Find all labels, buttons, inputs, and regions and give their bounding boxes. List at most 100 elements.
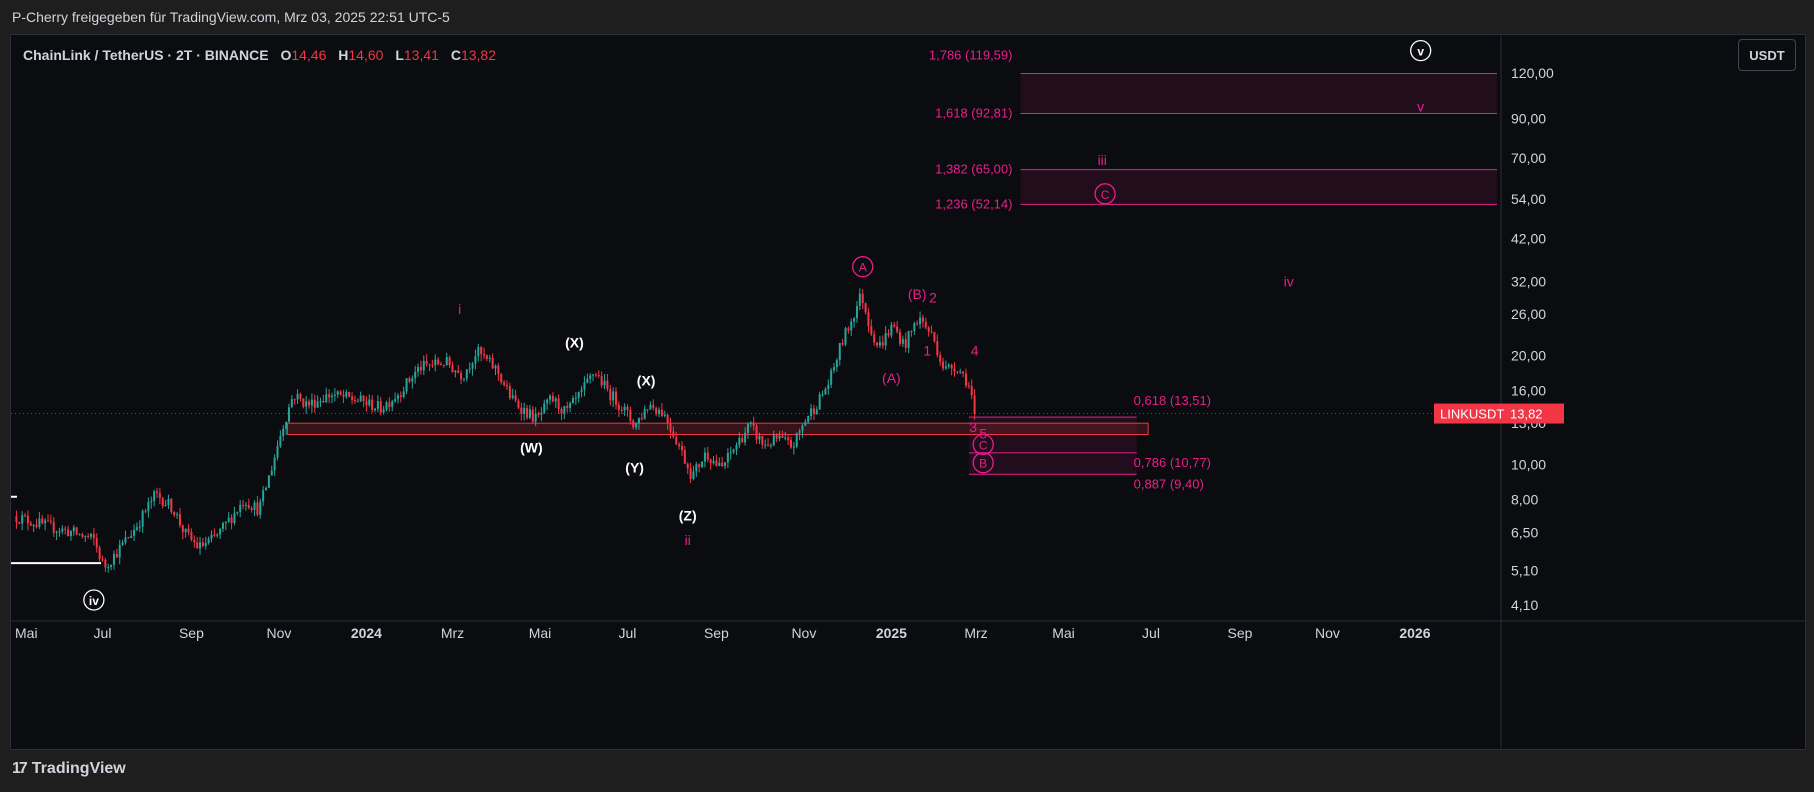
candle-body xyxy=(683,450,686,464)
candle-body xyxy=(305,401,308,407)
candle-body xyxy=(669,423,672,432)
candle-body xyxy=(620,409,623,411)
high-value: 14,60 xyxy=(348,47,384,63)
candle-body xyxy=(764,444,767,446)
candle-body xyxy=(807,416,810,423)
candle-body xyxy=(497,365,500,374)
fib-label: 1,236 (52,14) xyxy=(935,196,1012,211)
candle-body xyxy=(41,518,44,524)
candle-body xyxy=(130,535,133,538)
candle-body xyxy=(537,413,540,415)
close-label: C xyxy=(450,47,461,63)
candle-body xyxy=(629,409,632,421)
candle-body xyxy=(351,396,354,400)
price-chart[interactable]: 1,786 (119,59) 1,618 (92,81) 1,382 (65,00)… xyxy=(11,35,1805,749)
candle-body xyxy=(718,462,721,466)
candle-body xyxy=(812,408,815,414)
candle-body xyxy=(396,395,399,400)
wave-label: 4 xyxy=(971,342,979,358)
support-zone xyxy=(287,422,1149,435)
candle-body xyxy=(362,395,365,402)
candle-body xyxy=(655,407,658,414)
candle-body xyxy=(104,559,107,568)
candle-body xyxy=(709,459,712,464)
candle-body xyxy=(744,432,747,443)
candle-body xyxy=(419,367,422,371)
candle-body xyxy=(385,402,388,410)
candle-body xyxy=(204,542,207,547)
candle-body xyxy=(706,452,709,460)
candle-body xyxy=(583,382,586,390)
candle-body xyxy=(322,401,325,403)
candle-body xyxy=(592,374,595,376)
wave-label: (A) xyxy=(882,370,901,386)
candle-body xyxy=(422,360,425,371)
candle-body xyxy=(353,399,356,402)
wave-label: B xyxy=(979,457,987,471)
candle-body xyxy=(379,401,382,413)
candle-body xyxy=(388,402,391,407)
candle-body xyxy=(325,394,328,403)
candle-body xyxy=(285,421,288,429)
last-price-value: 13,82 xyxy=(1510,407,1543,422)
candle-body xyxy=(523,407,526,414)
candle-body xyxy=(67,529,70,537)
candle-body xyxy=(881,342,884,346)
candle-body xyxy=(921,317,924,322)
candle-body xyxy=(365,401,368,406)
candle-body xyxy=(531,409,534,422)
candle-body xyxy=(907,331,910,348)
candle-body xyxy=(302,398,305,407)
candle-body xyxy=(405,378,408,392)
candle-body xyxy=(239,504,242,512)
candle-body xyxy=(161,497,164,507)
candle-body xyxy=(804,422,807,426)
candle-body xyxy=(838,342,841,361)
candle-body xyxy=(841,342,844,345)
fib-label: 0,786 (10,77) xyxy=(1134,455,1211,470)
candle-body xyxy=(468,368,471,370)
candle-body xyxy=(635,423,638,428)
candle-body xyxy=(666,414,669,424)
candle-body xyxy=(414,371,417,379)
candle-body xyxy=(437,359,440,365)
candle-body xyxy=(462,378,465,380)
candle-body xyxy=(147,501,150,512)
candle-body xyxy=(483,354,486,356)
candle-body xyxy=(494,365,497,369)
candle-body xyxy=(792,446,795,448)
chart-frame[interactable]: 1,786 (119,59) 1,618 (92,81) 1,382 (65,00)… xyxy=(10,34,1806,750)
footer: 17 TradingView xyxy=(12,760,126,778)
candle-body xyxy=(167,498,170,506)
candle-body xyxy=(901,339,904,344)
candle-body xyxy=(69,531,72,537)
candle-body xyxy=(855,306,858,319)
candle-body xyxy=(821,394,824,396)
candle-body xyxy=(692,471,695,479)
candle-body xyxy=(847,328,850,331)
candle-body xyxy=(858,293,861,307)
candle-body xyxy=(170,498,173,512)
candle-body xyxy=(675,437,678,445)
candle-body xyxy=(333,394,336,396)
candle-body xyxy=(15,516,18,522)
y-tick-label: 42,00 xyxy=(1511,230,1546,246)
candle-body xyxy=(967,385,970,387)
candle-body xyxy=(81,534,84,537)
candle-body xyxy=(632,420,635,428)
candle-body xyxy=(577,392,580,398)
candle-body xyxy=(428,364,431,366)
x-tick-label: 2024 xyxy=(351,625,382,641)
wave-label: (B) xyxy=(908,286,927,302)
wave-label: 2 xyxy=(929,289,937,305)
candle-body xyxy=(761,435,764,445)
candle-body xyxy=(411,378,414,382)
candle-body xyxy=(250,507,253,510)
wave-circle xyxy=(972,452,994,474)
candle-body xyxy=(207,538,210,543)
candle-body xyxy=(626,406,629,410)
candle-body xyxy=(95,538,98,548)
currency-button[interactable]: USDT xyxy=(1738,39,1796,71)
low-label: L xyxy=(395,47,404,63)
candle-body xyxy=(818,394,821,410)
